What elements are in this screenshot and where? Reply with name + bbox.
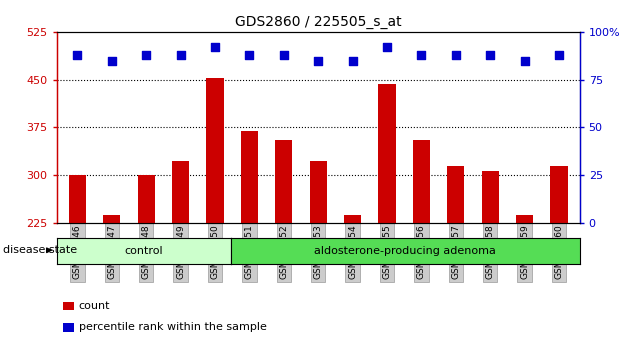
Bar xyxy=(481,171,499,223)
Bar xyxy=(413,140,430,223)
Bar xyxy=(379,84,396,223)
Point xyxy=(450,52,461,58)
Point xyxy=(485,52,495,58)
Point xyxy=(382,44,392,50)
Bar xyxy=(309,161,327,223)
Point xyxy=(176,52,186,58)
Point xyxy=(244,52,255,58)
Bar xyxy=(207,78,224,223)
Bar xyxy=(172,161,189,223)
Text: disease state: disease state xyxy=(3,245,77,255)
Text: count: count xyxy=(79,301,110,311)
Point xyxy=(278,52,289,58)
Bar xyxy=(103,215,120,223)
Text: aldosterone-producing adenoma: aldosterone-producing adenoma xyxy=(314,246,496,256)
Bar xyxy=(275,140,292,223)
Bar xyxy=(137,175,155,223)
Point xyxy=(348,58,358,63)
Bar xyxy=(344,215,361,223)
Bar xyxy=(447,166,464,223)
Point xyxy=(210,44,220,50)
Bar xyxy=(241,131,258,223)
Bar xyxy=(551,166,568,223)
Point xyxy=(106,58,117,63)
Text: percentile rank within the sample: percentile rank within the sample xyxy=(79,322,266,332)
Point xyxy=(554,52,564,58)
Bar xyxy=(69,175,86,223)
Point xyxy=(520,58,530,63)
Bar xyxy=(516,215,533,223)
Point xyxy=(141,52,151,58)
Title: GDS2860 / 225505_s_at: GDS2860 / 225505_s_at xyxy=(235,16,401,29)
Text: control: control xyxy=(125,246,163,256)
Point xyxy=(313,58,323,63)
Point xyxy=(72,52,83,58)
Point xyxy=(416,52,427,58)
